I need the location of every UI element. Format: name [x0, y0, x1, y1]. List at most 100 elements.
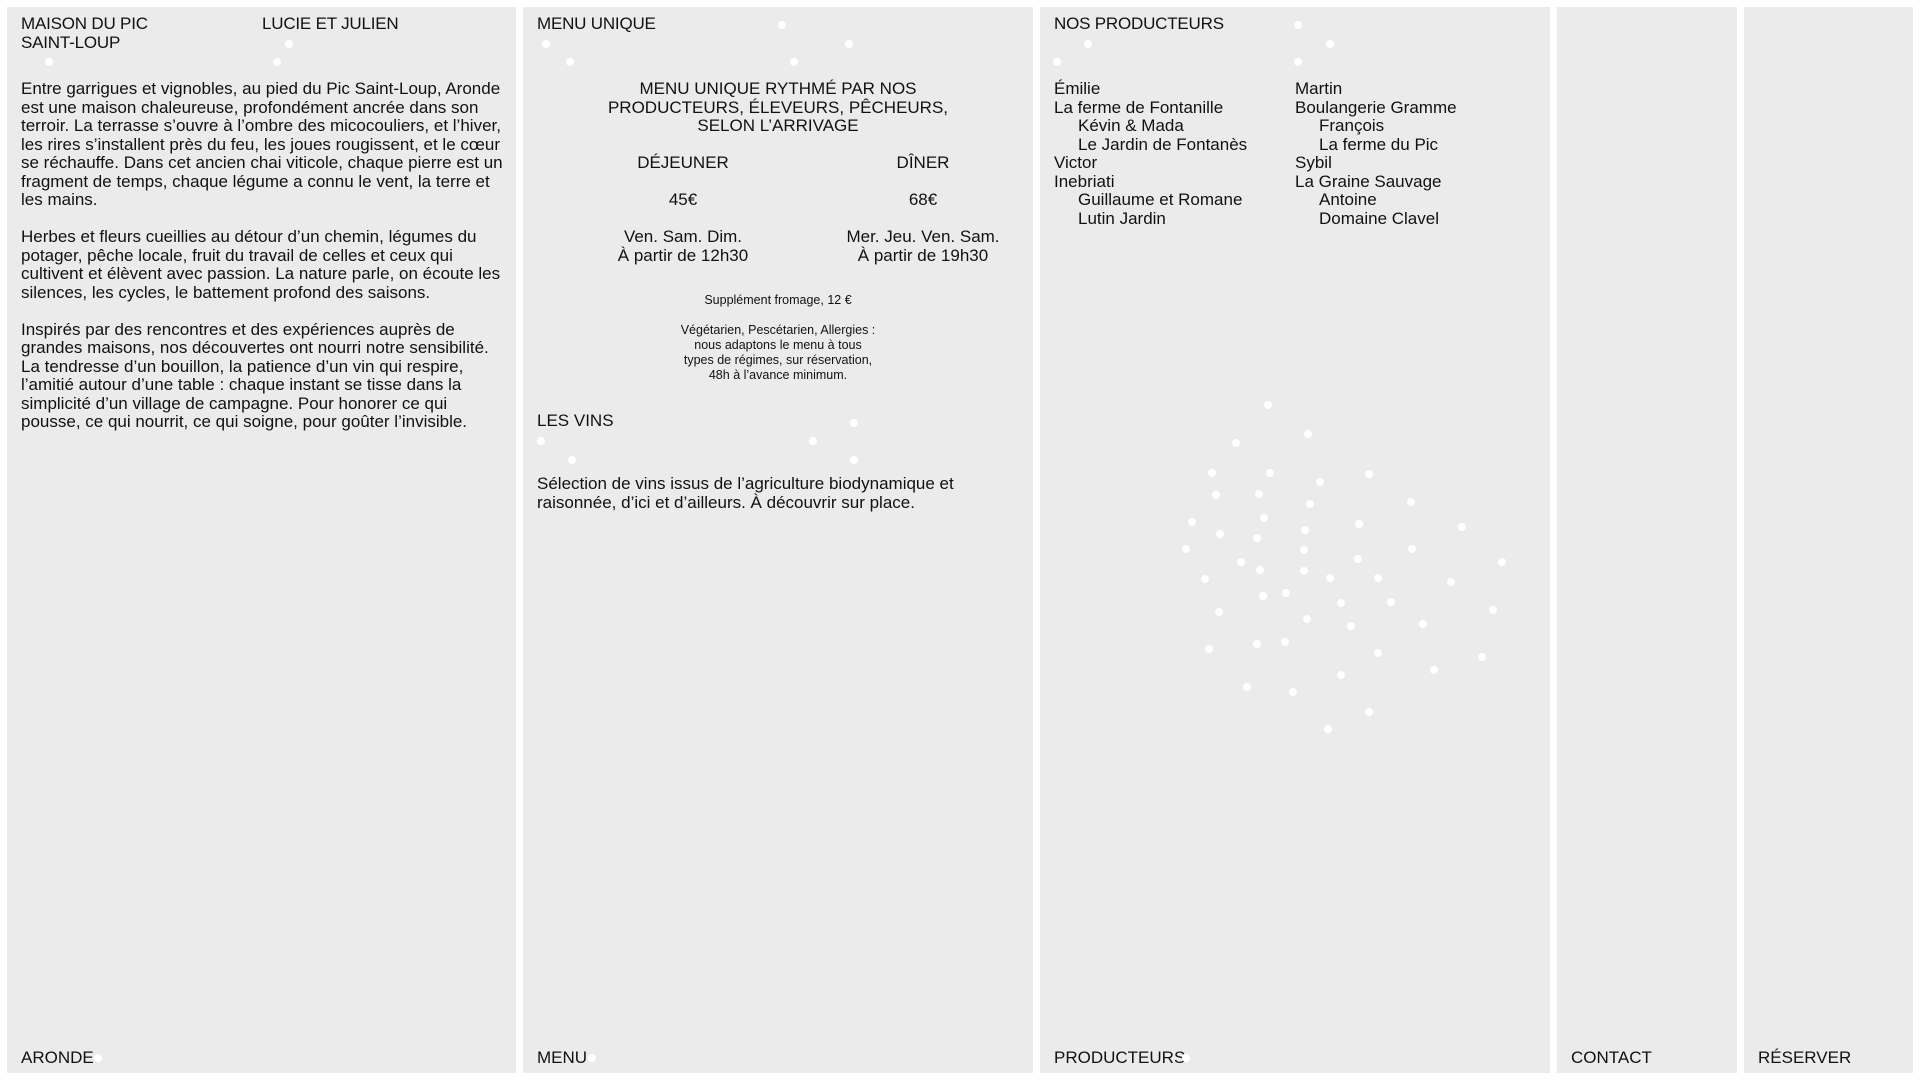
dot-icon [1201, 575, 1209, 583]
menu-title: MENU UNIQUE [537, 14, 656, 33]
dot-icon [1260, 514, 1268, 522]
producers-panel: NOS PRODUCTEURS Émilie La ferme de Fontan… [1040, 7, 1550, 1073]
producers-list-right: Martin Boulangerie Gramme François La ferme… [1295, 79, 1457, 228]
dot-icon [1408, 545, 1416, 553]
headline-line: PRODUCTEURS, ÉLEVEURS, PÊCHEURS, [607, 97, 949, 117]
diet-line: types de régimes, sur réservation, [683, 353, 873, 367]
lunch-block: DÉJEUNER 45€ Ven. Sam. Dim. À partir de … [563, 153, 803, 265]
producer-item: Domaine Clavel [1319, 208, 1439, 228]
dot-icon [809, 437, 817, 445]
headline-line: MENU UNIQUE RYTHMÉ PAR NOS [639, 79, 917, 98]
dinner-block: DÎNER 68€ Mer. Jeu. Ven. Sam. À partir d… [803, 153, 1043, 265]
contact-panel[interactable]: CONTACT [1557, 7, 1737, 1073]
dot-icon [1365, 470, 1373, 478]
dot-icon [850, 456, 858, 464]
dot-icon [1205, 645, 1213, 653]
lunch-label: DÉJEUNER [637, 153, 729, 172]
dot-icon [1300, 546, 1308, 554]
dot-icon [537, 437, 545, 445]
producer-item: Lutin Jardin [1078, 208, 1166, 228]
producer-item: François [1319, 116, 1385, 135]
menu-panel: MENU UNIQUE MENU UNIQUE RYTHMÉ PAR NOS P… [523, 7, 1033, 1073]
diet-line: Végétarien, Pescétarien, Allergies : [680, 323, 876, 337]
dot-icon [1256, 566, 1264, 574]
dot-icon [273, 58, 281, 66]
producer-item: Sybil [1295, 153, 1332, 172]
nav-aronde[interactable]: ARONDE [21, 1047, 94, 1067]
dot-icon [1182, 1054, 1190, 1062]
nav-reserver[interactable]: RÉSERVER [1758, 1047, 1852, 1067]
dinner-price: 68€ [908, 190, 938, 209]
reserve-panel[interactable]: RÉSERVER [1744, 7, 1913, 1073]
about-text: Entre garrigues et vignobles, au pied du… [21, 79, 511, 450]
dot-icon [1084, 40, 1092, 48]
dot-icon [1326, 40, 1334, 48]
nav-producteurs[interactable]: PRODUCTEURS [1054, 1047, 1186, 1067]
dot-icon [1374, 574, 1382, 582]
nav-menu[interactable]: MENU [537, 1047, 588, 1067]
nav-contact[interactable]: CONTACT [1571, 1047, 1652, 1067]
dot-icon [1215, 608, 1223, 616]
dot-icon [1243, 683, 1251, 691]
dot-icon [542, 40, 550, 48]
about-panel: MAISON DU PIC SAINT-LOUP LUCIE ET JULIEN… [7, 7, 516, 1073]
lunch-price: 45€ [668, 190, 698, 209]
dot-icon [1053, 58, 1061, 66]
dot-icon [1430, 666, 1438, 674]
dinner-days: Mer. Jeu. Ven. Sam. [846, 227, 1000, 246]
producer-item: Kévin & Mada [1078, 116, 1184, 135]
dot-icon [1232, 439, 1240, 447]
dot-icon [45, 58, 53, 66]
dot-icon [1316, 478, 1324, 486]
dot-icon [778, 21, 786, 29]
dot-icon [790, 58, 798, 66]
dot-icon [1355, 520, 1363, 528]
cheese-supplement: Supplément fromage, 12 € [704, 293, 852, 307]
restaurant-title: MAISON DU PIC SAINT-LOUP [21, 14, 148, 52]
dot-icon [1304, 430, 1312, 438]
dot-icon [1498, 558, 1506, 566]
dot-icon [1374, 649, 1382, 657]
producer-item: Martin [1295, 79, 1343, 98]
title-line: SAINT-LOUP [21, 32, 121, 52]
dot-icon [588, 1054, 596, 1062]
producer-item: Victor [1054, 153, 1098, 172]
dot-icon [1337, 599, 1345, 607]
dot-icon [1387, 598, 1395, 606]
dot-icon [845, 40, 853, 48]
wines-title: LES VINS [537, 411, 614, 430]
dot-icon [1354, 555, 1362, 563]
dot-icon [1289, 688, 1297, 696]
dot-icon [1458, 523, 1466, 531]
dot-icon [1294, 58, 1302, 66]
producer-item: Le Jardin de Fontanès [1078, 134, 1248, 154]
producer-item: Antoine [1319, 190, 1377, 209]
dot-icon [1281, 638, 1289, 646]
dot-icon [1419, 620, 1427, 628]
dot-icon [566, 58, 574, 66]
producer-item: La ferme de Fontanille [1054, 97, 1224, 117]
dot-icon [1301, 526, 1309, 534]
about-paragraph: Herbes et fleurs cueillies au détour d’u… [21, 227, 501, 302]
dot-icon [1300, 567, 1308, 575]
dinner-label: DÎNER [896, 153, 950, 172]
dot-icon [1337, 671, 1345, 679]
dot-icon [1253, 534, 1261, 542]
dot-icon [1306, 500, 1314, 508]
dot-icon [1237, 558, 1245, 566]
dot-icon [1324, 725, 1332, 733]
producer-item: Émilie [1054, 79, 1101, 98]
dot-icon [1264, 401, 1272, 409]
about-paragraph: Entre garrigues et vignobles, au pied du… [21, 79, 503, 209]
dot-icon [1212, 491, 1220, 499]
lunch-days: Ven. Sam. Dim. [623, 227, 743, 246]
dot-icon [1489, 606, 1497, 614]
dot-icon [1282, 589, 1290, 597]
dot-icon [1347, 622, 1355, 630]
dot-icon [568, 456, 576, 464]
title-line: MAISON DU PIC [21, 14, 148, 33]
headline-line: SELON L’ARRIVAGE [697, 116, 859, 135]
diet-line: 48h à l’avance minimum. [708, 368, 848, 382]
dot-icon [1253, 640, 1261, 648]
producer-item: La ferme du Pic [1319, 134, 1439, 154]
